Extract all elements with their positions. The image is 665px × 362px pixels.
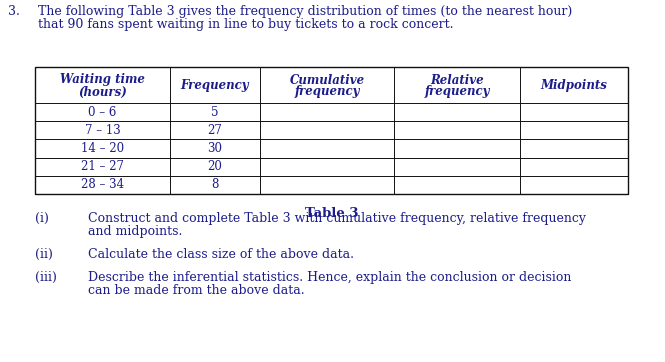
Text: (hours): (hours): [78, 85, 127, 98]
Text: 0 – 6: 0 – 6: [88, 106, 116, 119]
Text: 21 – 27: 21 – 27: [81, 160, 124, 173]
Text: Relative: Relative: [430, 73, 484, 87]
Text: Midpoints: Midpoints: [541, 79, 608, 92]
Bar: [35, 67, 628, 194]
Text: 5: 5: [211, 106, 218, 119]
Text: Frequency: Frequency: [180, 79, 249, 92]
Text: (iii): (iii): [35, 271, 57, 284]
Text: Describe the inferential statistics. Hence, explain the conclusion or decision: Describe the inferential statistics. Hen…: [88, 271, 571, 284]
Text: Waiting time: Waiting time: [60, 73, 145, 87]
Text: 20: 20: [207, 160, 222, 173]
Text: The following Table 3 gives the frequency distribution of times (to the nearest : The following Table 3 gives the frequenc…: [38, 5, 573, 18]
Text: can be made from the above data.: can be made from the above data.: [88, 284, 305, 297]
Text: frequency: frequency: [294, 85, 360, 98]
Text: 3.: 3.: [8, 5, 20, 18]
Text: 30: 30: [207, 142, 222, 155]
Text: 28 – 34: 28 – 34: [81, 178, 124, 191]
Text: frequency: frequency: [424, 85, 490, 98]
Text: and midpoints.: and midpoints.: [88, 225, 182, 238]
Text: 7 – 13: 7 – 13: [84, 124, 120, 137]
Text: (i): (i): [35, 212, 49, 225]
Text: 27: 27: [207, 124, 222, 137]
Text: that 90 fans spent waiting in line to buy tickets to a rock concert.: that 90 fans spent waiting in line to bu…: [38, 18, 454, 31]
Text: Cumulative: Cumulative: [289, 73, 364, 87]
Text: 14 – 20: 14 – 20: [81, 142, 124, 155]
Text: Table 3: Table 3: [305, 207, 358, 220]
Text: (ii): (ii): [35, 248, 53, 261]
Text: 8: 8: [211, 178, 218, 191]
Text: Calculate the class size of the above data.: Calculate the class size of the above da…: [88, 248, 354, 261]
Text: Construct and complete Table 3 with cumulative frequency, relative frequency: Construct and complete Table 3 with cumu…: [88, 212, 586, 225]
